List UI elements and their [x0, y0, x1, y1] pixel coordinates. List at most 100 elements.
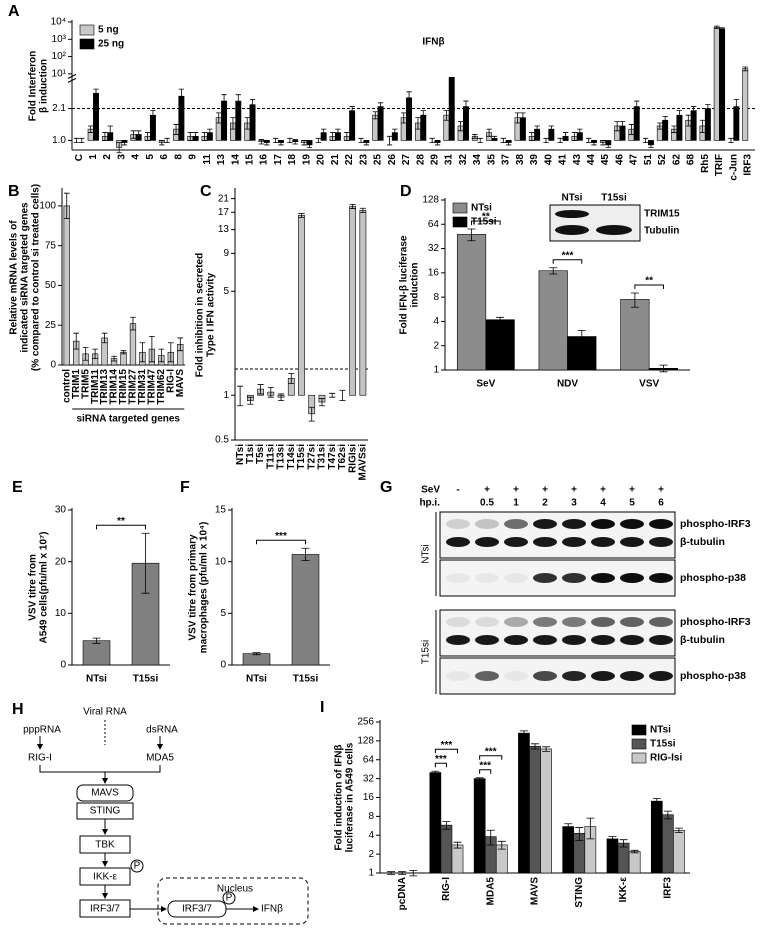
- error-bar: [92, 637, 101, 644]
- inset-band: [555, 225, 589, 235]
- band: [475, 519, 499, 529]
- band: [446, 671, 470, 681]
- error-bar: [496, 316, 505, 323]
- error-bar: [164, 137, 170, 144]
- error-bar: [500, 137, 506, 144]
- error-bar: [111, 355, 117, 362]
- band: [504, 573, 528, 583]
- x-tick-label: 1: [88, 154, 99, 160]
- y-tick-label: 15: [215, 505, 227, 516]
- error-bar: [591, 140, 597, 146]
- x-tick-label: 23: [358, 154, 369, 166]
- error-bar: [497, 840, 506, 850]
- x-tick-label: 45: [600, 154, 611, 166]
- error-bar: [467, 228, 476, 242]
- bar: [538, 270, 568, 371]
- y-axis-label: (% compared to control si treated cells): [31, 184, 42, 371]
- band: [475, 537, 499, 547]
- error-bar: [237, 385, 244, 407]
- error-bar: [339, 389, 346, 402]
- error-bar: [150, 110, 156, 121]
- y-tick-label: 100: [39, 201, 56, 212]
- error-bar: [575, 827, 584, 841]
- error-bar: [252, 652, 261, 656]
- bar: [617, 842, 630, 874]
- error-bar: [619, 121, 626, 132]
- x-tick-label: 13: [216, 154, 227, 166]
- error-bar: [359, 207, 366, 214]
- error-bar: [301, 547, 310, 562]
- legend-swatch: [631, 752, 647, 764]
- x-tick-label: 40: [543, 154, 554, 166]
- error-bar: [272, 137, 279, 144]
- error-bar: [486, 128, 492, 137]
- x-tick-label: T14si: [286, 444, 297, 470]
- y-tick-label: 64: [363, 754, 375, 765]
- bar: [650, 800, 663, 874]
- error-bar: [549, 267, 558, 275]
- x-tick-label: TRIM47: [147, 369, 158, 405]
- error-bar: [264, 140, 270, 146]
- significance-bracket: [479, 769, 492, 774]
- x-tick-label: T27si: [306, 444, 317, 470]
- treatment-mark: +: [542, 485, 548, 496]
- error-bar: [564, 823, 573, 831]
- error-bar: [431, 770, 440, 775]
- y-tick-label: 20: [55, 556, 67, 567]
- error-bar: [278, 140, 284, 146]
- error-bar: [630, 292, 639, 308]
- error-bar: [79, 137, 85, 144]
- y-tick-label: 10²: [52, 51, 67, 62]
- error-bar: [344, 132, 350, 141]
- y-tick-label: 8: [433, 292, 439, 303]
- band: [620, 617, 644, 627]
- error-bar: [221, 94, 227, 109]
- treatment-mark: +: [571, 485, 577, 496]
- error-bar: [136, 130, 142, 139]
- significance-label: **: [117, 516, 125, 527]
- x-tick-label: c-Jun: [728, 154, 739, 181]
- band: [475, 671, 499, 681]
- legend-swatch: [79, 38, 95, 50]
- error-bar: [415, 117, 421, 130]
- x-tick-label: 39: [529, 154, 540, 166]
- error-bar: [557, 137, 563, 144]
- chart-title: IFNβ: [422, 37, 444, 48]
- error-bar: [520, 112, 526, 124]
- legend-label: T15si: [650, 739, 676, 750]
- error-bar: [173, 124, 179, 135]
- x-tick-label: T5si: [255, 444, 266, 464]
- error-bar: [178, 88, 185, 106]
- error-bar: [149, 335, 155, 363]
- legend-swatch: [79, 24, 95, 36]
- bar: [451, 844, 464, 874]
- axis-break: [67, 73, 77, 83]
- phospho-circle: [130, 859, 144, 873]
- error-bar: [288, 373, 295, 384]
- error-bar: [73, 137, 80, 144]
- band: [649, 635, 673, 645]
- error-bar: [107, 125, 113, 141]
- node: STING: [90, 806, 121, 817]
- error-bar: [477, 137, 483, 144]
- error-bar: [534, 125, 540, 133]
- inset-band: [596, 225, 632, 235]
- x-tick-label: MAVSsi: [358, 444, 369, 481]
- time-point: 4: [600, 498, 606, 509]
- y-tick-label: 64: [428, 219, 440, 230]
- error-bar: [287, 137, 293, 144]
- y-axis-label: macrophages (pfu/ml x 10⁴): [199, 522, 210, 654]
- error-bar: [386, 135, 393, 146]
- node: pppRNA: [23, 725, 61, 736]
- error-bar: [600, 140, 606, 146]
- x-tick-label: 26: [387, 154, 398, 166]
- band: [649, 519, 673, 529]
- node: MDA5: [146, 753, 174, 764]
- band: [591, 617, 615, 627]
- error-bar: [542, 746, 551, 752]
- panel-label: I: [320, 699, 324, 716]
- nucleus: [157, 877, 309, 925]
- error-bar: [634, 100, 640, 114]
- significance-label: ***: [485, 746, 497, 757]
- y-tick-label: 0: [60, 660, 66, 671]
